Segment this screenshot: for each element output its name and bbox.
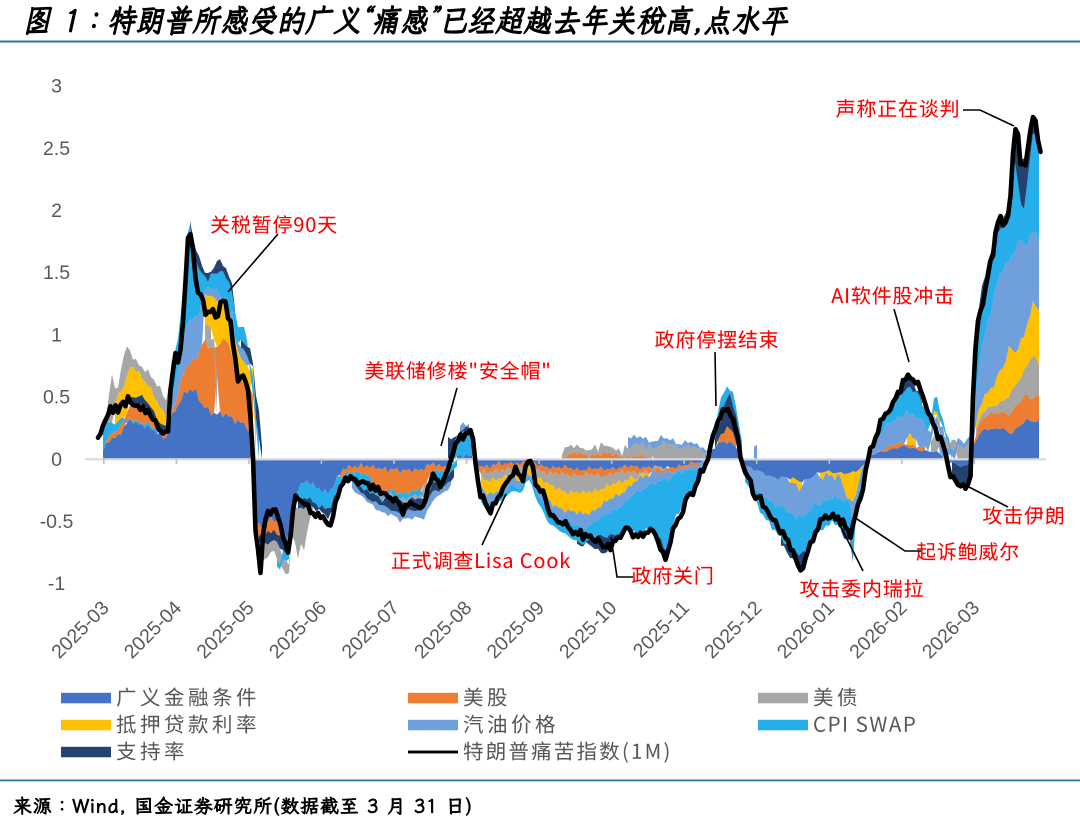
svg-text:2: 2: [51, 200, 62, 222]
svg-text:3: 3: [51, 76, 62, 98]
svg-text:2.5: 2.5: [43, 138, 70, 160]
svg-text:-0.5: -0.5: [40, 511, 74, 533]
svg-text:1: 1: [51, 324, 62, 346]
svg-text:0.5: 0.5: [43, 387, 70, 409]
svg-text:-1: -1: [48, 573, 65, 595]
svg-text:1.5: 1.5: [43, 262, 70, 284]
svg-text:0: 0: [51, 449, 62, 471]
